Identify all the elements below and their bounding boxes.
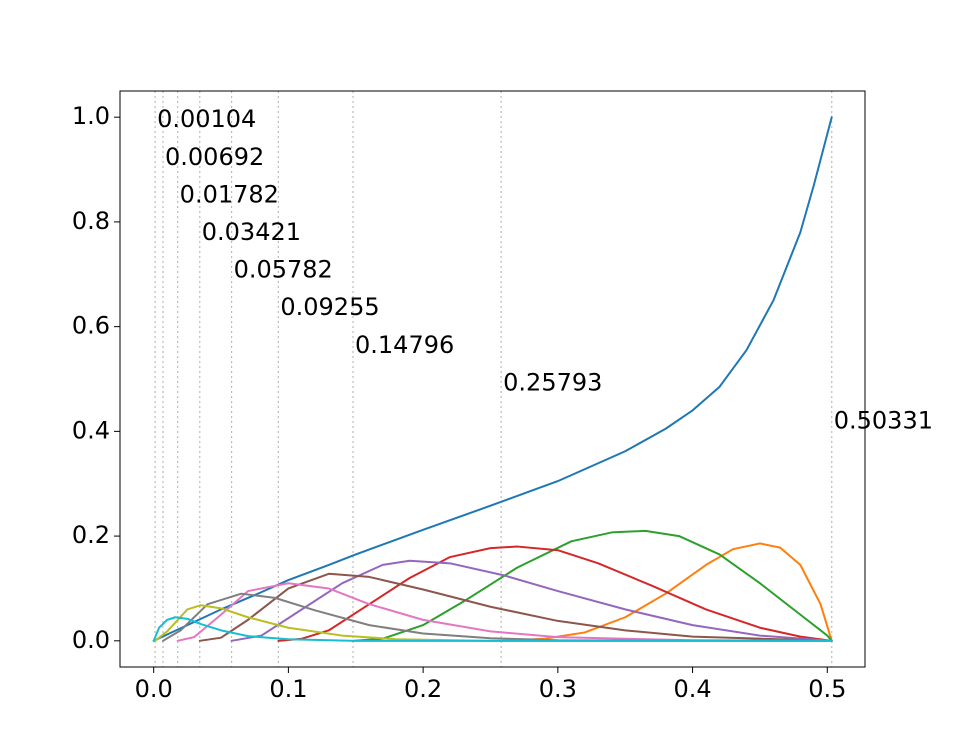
series-line-5 [198,572,833,642]
y-tick-label-1: 0.2 [72,521,110,549]
series-line-8 [154,604,833,642]
annotation-label-4: 0.05782 [234,255,333,283]
x-tick-label-4: 0.4 [673,675,711,703]
x-tick-label-5: 0.5 [808,675,846,703]
x-tick-label-3: 0.3 [539,675,577,703]
annotation-label-6: 0.14796 [355,331,454,359]
series-line-4 [230,559,833,642]
annotation-label-7: 0.25793 [503,369,602,397]
series-group [152,116,833,642]
series-line-6 [176,582,833,642]
axes-frame [119,90,866,668]
annotation-label-2: 0.01782 [180,181,279,209]
y-axis: 0.0 0.2 0.4 0.6 0.8 1.0 [72,102,120,654]
y-tick-label-3: 0.6 [72,312,110,340]
y-tick-label-2: 0.4 [72,416,110,444]
x-tick-label-0: 0.0 [135,675,173,703]
x-axis: 0.0 0.1 0.2 0.3 0.4 0.5 [135,667,846,703]
vline-group [154,91,833,667]
annotation-group: 0.00104 0.00692 0.01782 0.03421 0.05782 0.092… [157,105,933,434]
annotation-label-8: 0.50331 [834,406,933,434]
y-tick-label-5: 1.0 [72,102,110,130]
annotation-label-3: 0.03421 [202,218,301,246]
series-line-1 [500,542,833,642]
x-tick-label-1: 0.1 [269,675,307,703]
x-tick-label-2: 0.2 [404,675,442,703]
annotation-label-1: 0.00692 [165,143,264,171]
annotation-label-5: 0.09255 [280,293,379,321]
series-line-0 [152,116,833,642]
series-line-9 [152,616,833,642]
annotation-label-0: 0.00104 [157,105,256,133]
series-line-7 [162,592,833,642]
y-tick-label-4: 0.8 [72,207,110,235]
y-tick-label-0: 0.0 [72,626,110,654]
series-line-3 [277,545,833,642]
